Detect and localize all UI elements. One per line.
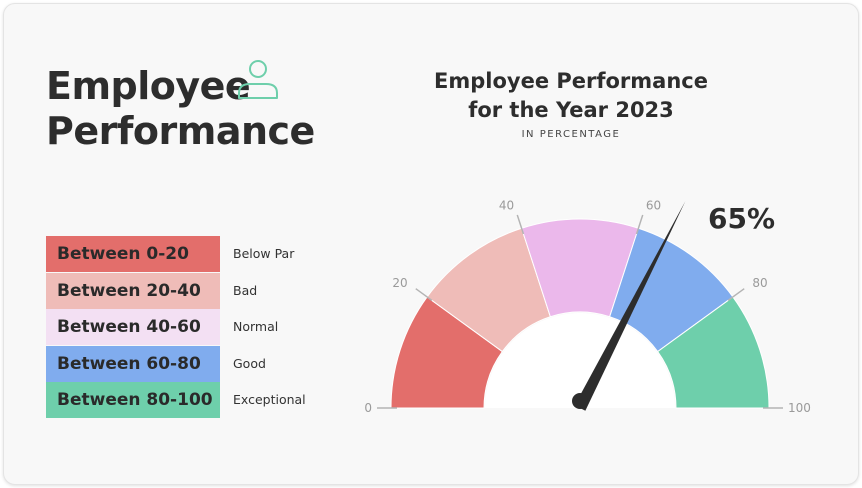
legend-label-normal: Normal — [233, 319, 279, 334]
gauge-tick-80 — [727, 288, 745, 302]
legend-swatch-60-80: Between 60-80 — [46, 345, 220, 382]
gauge-tick-label-40: 40 — [499, 198, 514, 212]
legend-swatch-80-100: Between 80-100 — [46, 382, 220, 418]
page-title: Employee Performance — [46, 64, 315, 154]
legend-label-bad: Bad — [233, 282, 258, 298]
page-title-line2: Performance — [46, 109, 315, 153]
page-title-line1: Employee — [46, 64, 251, 108]
chart-title-line1: Employee Performance — [434, 69, 708, 93]
legend-label-below-par: Below Par — [233, 246, 295, 261]
gauge-tick-label-100: 100 — [788, 401, 811, 415]
gauge-tick-40 — [516, 214, 525, 235]
legend-swatch-40-60: Between 40-60 — [46, 309, 220, 345]
user-icon — [236, 58, 280, 106]
gauge-tick-label-0: 0 — [364, 401, 372, 415]
chart-title: Employee Performance for the Year 2023 — [422, 67, 720, 125]
gauge-tick-label-20: 20 — [392, 276, 407, 290]
gauge-inner-disc — [485, 313, 675, 408]
gauge-tick-60 — [635, 214, 644, 235]
gauge-needle — [574, 201, 686, 411]
gauge-value-label: 65% — [708, 202, 775, 235]
gauge-tick-20 — [415, 288, 433, 302]
gauge-tick-label-60: 60 — [646, 198, 661, 212]
legend-swatch-0-20: Between 0-20 — [46, 236, 220, 272]
legend-swatch-20-40: Between 20-40 — [46, 272, 220, 309]
chart-title-line2: for the Year 2023 — [468, 98, 674, 122]
legend-label-good: Good — [233, 355, 266, 371]
chart-subtitle: IN PERCENTAGE — [521, 129, 621, 140]
legend-label-exceptional: Exceptional — [233, 392, 306, 407]
gauge-tick-label-80: 80 — [752, 276, 767, 290]
gauge-needle-hub — [572, 393, 588, 409]
